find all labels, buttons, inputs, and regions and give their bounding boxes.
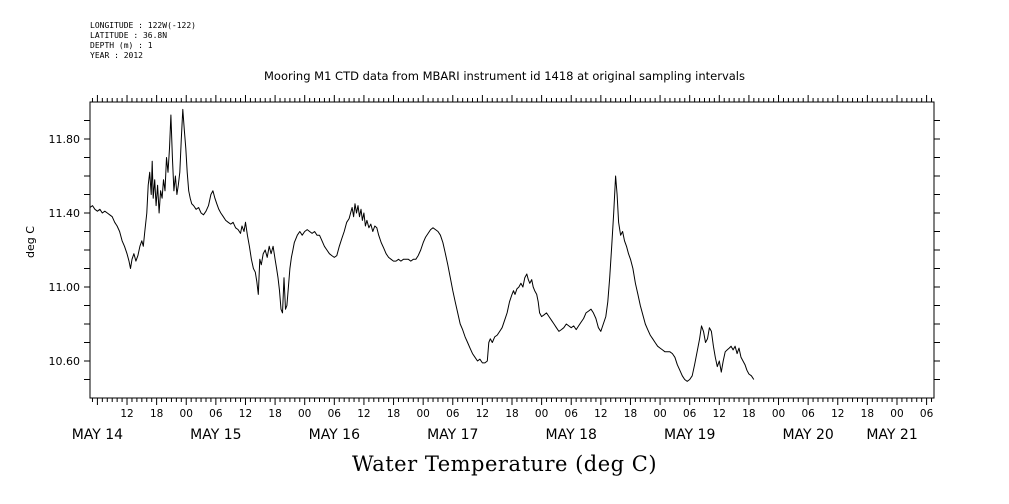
x-hour-tick-label: 18 [387, 408, 400, 420]
year-text: YEAR : 2012 [90, 51, 143, 60]
latitude-text: LATITUDE : 36.8N [90, 31, 168, 40]
x-hour-tick-label: 12 [713, 408, 726, 420]
x-hour-tick-label: 12 [594, 408, 607, 420]
y-axis-label: deg C [24, 226, 37, 258]
x-hour-tick-label: 12 [239, 408, 252, 420]
plot-frame [89, 101, 935, 399]
x-hour-tick-label: 00 [535, 408, 548, 420]
x-day-label: MAY 20 [782, 427, 833, 443]
x-hour-tick-label: 00 [298, 408, 311, 420]
x-hour-tick-label: 06 [683, 408, 697, 420]
x-day-label: MAY 16 [309, 427, 360, 443]
x-hour-tick-label: 12 [831, 408, 844, 420]
x-day-label: MAY 18 [546, 427, 597, 443]
x-day-label: MAY 19 [664, 427, 715, 443]
x-day-label: MAY 14 [72, 427, 123, 443]
x-hour-tick-label: 18 [742, 408, 755, 420]
x-day-label: MAY 17 [427, 427, 478, 443]
y-tick-label: 11.40 [49, 207, 81, 220]
longitude-text: LONGITUDE : 122W(-122) [90, 21, 196, 30]
x-hour-tick-label: 18 [861, 408, 874, 420]
x-hour-tick-label: 06 [920, 408, 934, 420]
x-hour-tick-label: 06 [209, 408, 223, 420]
x-hour-tick-label: 18 [624, 408, 637, 420]
y-tick-label: 10.60 [49, 355, 81, 368]
x-hour-tick-label: 06 [328, 408, 342, 420]
x-axis-caption: Water Temperature (deg C) [351, 452, 658, 476]
x-hour-tick-label: 12 [476, 408, 489, 420]
chart-title: Mooring M1 CTD data from MBARI instrumen… [264, 69, 745, 83]
x-hour-tick-label: 06 [801, 408, 815, 420]
x-hour-tick-label: 00 [772, 408, 785, 420]
x-hour-tick-label: 00 [180, 408, 193, 420]
x-hour-tick-label: 00 [653, 408, 666, 420]
x-hour-tick-label: 06 [446, 408, 460, 420]
x-hour-tick-label: 00 [416, 408, 429, 420]
x-hour-tick-label: 00 [890, 408, 903, 420]
y-tick-label: 11.80 [49, 133, 81, 146]
x-hour-tick-label: 12 [357, 408, 370, 420]
x-hour-tick-label: 06 [565, 408, 579, 420]
plot-area: 12 18 00 06 12 18 00 06 12 18 00 06 12 18 00 06 12 18 00 06… [24, 95, 940, 443]
x-hour-tick-label: 18 [150, 408, 163, 420]
x-hour-tick-label: 18 [268, 408, 281, 420]
temperature-series-line [89, 108, 755, 382]
x-day-label: MAY 21 [866, 427, 917, 443]
depth-text: DEPTH (m) : 1 [90, 41, 153, 50]
metadata-header: LONGITUDE : 122W(-122) LATITUDE : 36.8N … [90, 21, 196, 61]
x-hour-tick-label: 18 [505, 408, 518, 420]
y-tick-label: 11.00 [49, 281, 81, 294]
x-day-label: MAY 15 [190, 427, 241, 443]
x-hour-tick-label: 12 [120, 408, 133, 420]
